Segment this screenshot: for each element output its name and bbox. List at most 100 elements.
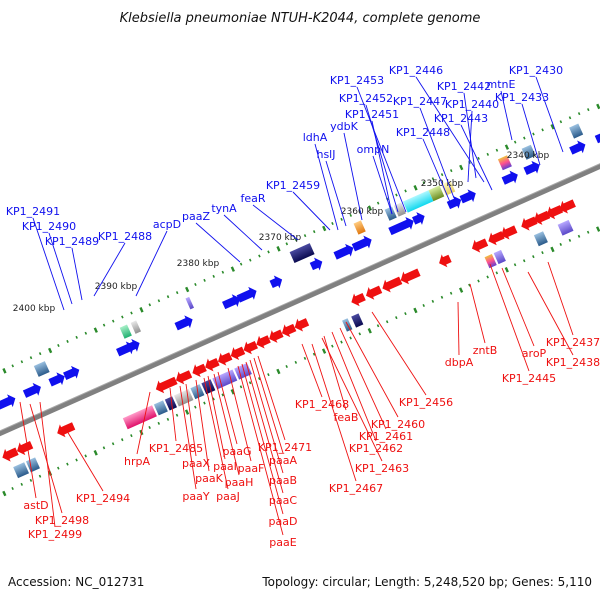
reverse-gene-arrow[interactable]: [292, 315, 310, 333]
reverse-gene-arrow[interactable]: [498, 223, 518, 242]
forward-gene-arrow[interactable]: [594, 127, 600, 146]
feature-block[interactable]: [484, 253, 497, 269]
gene-label-reverse: KP1_2437: [546, 336, 600, 349]
feature-block[interactable]: [521, 144, 536, 160]
reverse-gene-arrow[interactable]: [531, 208, 551, 227]
tick-mark: [48, 347, 53, 354]
reverse-gene-arrow[interactable]: [469, 236, 489, 255]
leader-line-forward: [500, 90, 513, 141]
feature-block[interactable]: [164, 396, 178, 411]
forward-gene-arrow[interactable]: [500, 168, 520, 187]
reverse-gene-arrow[interactable]: [14, 438, 34, 457]
forward-gene-arrow[interactable]: [309, 255, 326, 273]
tick-mark: [596, 103, 600, 110]
reverse-gene-arrow[interactable]: [279, 321, 297, 339]
feature-block[interactable]: [351, 313, 364, 328]
reverse-gene-arrow[interactable]: [544, 202, 564, 221]
reverse-gene-arrow[interactable]: [557, 197, 577, 216]
forward-gene-arrow[interactable]: [458, 187, 478, 206]
feature-block[interactable]: [185, 296, 195, 310]
tick-mark: [84, 331, 88, 335]
forward-gene-arrow[interactable]: [411, 210, 428, 228]
feature-block[interactable]: [33, 361, 50, 377]
forward-gene-arrow[interactable]: [115, 339, 137, 359]
feature-block[interactable]: [122, 405, 157, 430]
forward-gene-arrow[interactable]: [128, 337, 143, 354]
gene-label-reverse: paaF: [238, 462, 265, 475]
feature-block[interactable]: [212, 369, 238, 390]
reverse-gene-arrow[interactable]: [380, 274, 404, 295]
feature-block[interactable]: [402, 190, 434, 213]
feature-block[interactable]: [13, 462, 30, 479]
reverse-gene-arrow[interactable]: [190, 361, 208, 379]
forward-gene-arrow[interactable]: [22, 380, 44, 400]
reverse-gene-arrow[interactable]: [518, 214, 538, 233]
reverse-gene-arrow[interactable]: [0, 445, 20, 464]
forward-gene-arrow[interactable]: [387, 215, 416, 238]
reverse-gene-arrow[interactable]: [202, 355, 220, 373]
feature-block[interactable]: [393, 202, 406, 217]
leader-line-reverse: [323, 335, 347, 411]
reverse-gene-arrow[interactable]: [173, 367, 193, 386]
feature-block[interactable]: [130, 320, 142, 334]
tick-mark: [312, 230, 316, 234]
feature-block[interactable]: [234, 362, 252, 380]
feature-block[interactable]: [201, 379, 216, 395]
feature-block[interactable]: [557, 219, 574, 236]
tick-mark: [550, 124, 555, 130]
leader-line-forward: [135, 230, 168, 297]
reverse-gene-arrow[interactable]: [349, 290, 367, 308]
forward-gene-arrow[interactable]: [221, 292, 243, 312]
forward-gene-arrow[interactable]: [235, 284, 259, 305]
forward-gene-arrow[interactable]: [351, 233, 375, 254]
leader-line-forward: [467, 110, 473, 183]
feature-block[interactable]: [569, 123, 584, 139]
feature-block[interactable]: [25, 457, 40, 473]
tick-mark: [157, 299, 161, 303]
forward-gene-arrow[interactable]: [446, 193, 464, 211]
gene-label-reverse: paaG: [223, 445, 252, 458]
gene-label-reverse: KP1_2460: [371, 418, 425, 431]
feature-block[interactable]: [289, 243, 315, 264]
feature-block[interactable]: [119, 324, 132, 339]
reverse-gene-arrow[interactable]: [436, 252, 453, 270]
feature-block[interactable]: [173, 389, 194, 407]
leader-line-reverse: [547, 261, 574, 336]
tick-mark: [413, 185, 418, 191]
reverse-gene-arrow[interactable]: [486, 228, 506, 247]
feature-block[interactable]: [497, 155, 512, 171]
forward-gene-arrow[interactable]: [173, 313, 195, 333]
feature-block[interactable]: [428, 185, 445, 202]
reverse-gene-arrow[interactable]: [153, 374, 179, 396]
reverse-gene-arrow[interactable]: [398, 266, 422, 287]
leader-line-reverse: [227, 367, 252, 462]
tick-mark: [586, 230, 590, 234]
tick-mark: [522, 259, 526, 263]
forward-gene-arrow[interactable]: [268, 273, 285, 291]
reverse-gene-arrow[interactable]: [215, 350, 233, 368]
feature-block[interactable]: [493, 249, 506, 265]
forward-gene-arrow[interactable]: [47, 370, 67, 389]
gene-label-forward: KP1_2490: [22, 220, 76, 233]
kbp-label: 2380 kbp: [177, 259, 220, 269]
reverse-gene-arrow[interactable]: [254, 333, 272, 351]
forward-gene-arrow[interactable]: [568, 138, 588, 157]
reverse-gene-arrow[interactable]: [266, 327, 284, 345]
feature-block[interactable]: [533, 231, 548, 247]
feature-block[interactable]: [153, 400, 168, 416]
reverse-gene-arrow[interactable]: [241, 338, 259, 356]
leader-line-reverse: [245, 361, 284, 494]
forward-gene-arrow[interactable]: [0, 392, 18, 413]
reverse-gene-arrow[interactable]: [363, 283, 383, 302]
leader-line-reverse: [321, 337, 383, 462]
feature-block[interactable]: [384, 206, 397, 221]
forward-gene-arrow[interactable]: [522, 158, 542, 177]
reverse-gene-arrow[interactable]: [54, 420, 76, 440]
tick-mark: [20, 360, 24, 364]
gene-label-forward: ldhA: [303, 131, 328, 144]
forward-gene-arrow[interactable]: [62, 363, 82, 382]
reverse-gene-arrow[interactable]: [228, 344, 246, 362]
feature-block[interactable]: [353, 220, 366, 235]
leader-line-reverse: [489, 263, 530, 372]
forward-gene-arrow[interactable]: [332, 241, 356, 262]
